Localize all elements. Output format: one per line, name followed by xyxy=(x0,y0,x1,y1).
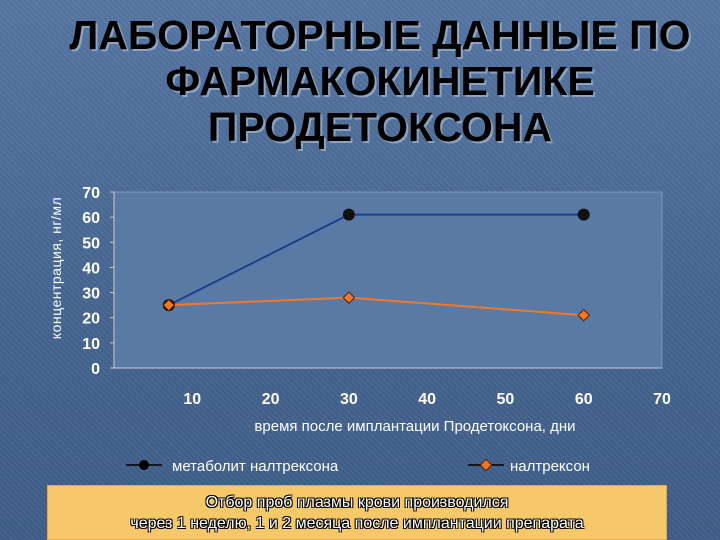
x-tick-label: 50 xyxy=(497,391,515,408)
sampling-note: Отбор проб плазмы крови производился чер… xyxy=(47,485,667,540)
y-tick-label: 0 xyxy=(91,361,100,378)
x-tick-label: 30 xyxy=(340,391,358,408)
slide-title: ЛАБОРАТОРНЫЕ ДАННЫЕ ПО ФАРМАКОКИНЕТИКЕ П… xyxy=(40,12,720,150)
data-point-metabolite xyxy=(577,208,590,221)
y-tick-label: 50 xyxy=(82,235,100,252)
x-tick-label: 10 xyxy=(183,391,201,408)
x-tick-label: 20 xyxy=(262,391,280,408)
x-axis-label: время после имплантации Продетоксона, дн… xyxy=(254,418,576,435)
note-line-1: Отбор проб плазмы крови производился xyxy=(205,494,509,511)
data-point-metabolite xyxy=(342,208,355,221)
y-axis-label: концентрация, нг/мл xyxy=(48,196,64,340)
data-point-naltrexone xyxy=(577,308,591,322)
data-point-naltrexone xyxy=(162,298,176,312)
y-tick-label: 40 xyxy=(82,260,100,277)
legend-marker-naltrexone xyxy=(479,458,493,472)
legend-label-naltrexone: налтрексон xyxy=(510,458,590,475)
x-tick-label: 70 xyxy=(653,391,671,408)
legend-marker-metabolite xyxy=(139,460,149,470)
data-point-naltrexone xyxy=(342,291,356,304)
title-line-3: ПРОДЕТОКСОНА xyxy=(207,104,553,150)
x-tick-label: 40 xyxy=(418,391,436,408)
legend-label-metabolite: метаболит налтрексона xyxy=(172,458,339,475)
note-line-2: через 1 неделю, 1 и 2 месяца после импла… xyxy=(130,515,584,532)
title-line-1: ЛАБОРАТОРНЫЕ ДАННЫЕ ПО xyxy=(69,12,691,58)
y-tick-label: 10 xyxy=(82,336,100,353)
plot-area xyxy=(113,191,663,369)
y-tick-label: 20 xyxy=(82,311,100,328)
x-tick-label: 60 xyxy=(575,391,593,408)
y-tick-label: 60 xyxy=(82,210,100,227)
y-tick-label: 30 xyxy=(82,286,100,303)
title-line-2: ФАРМАКОКИНЕТИКЕ xyxy=(165,58,595,104)
y-tick-label: 70 xyxy=(82,185,100,202)
